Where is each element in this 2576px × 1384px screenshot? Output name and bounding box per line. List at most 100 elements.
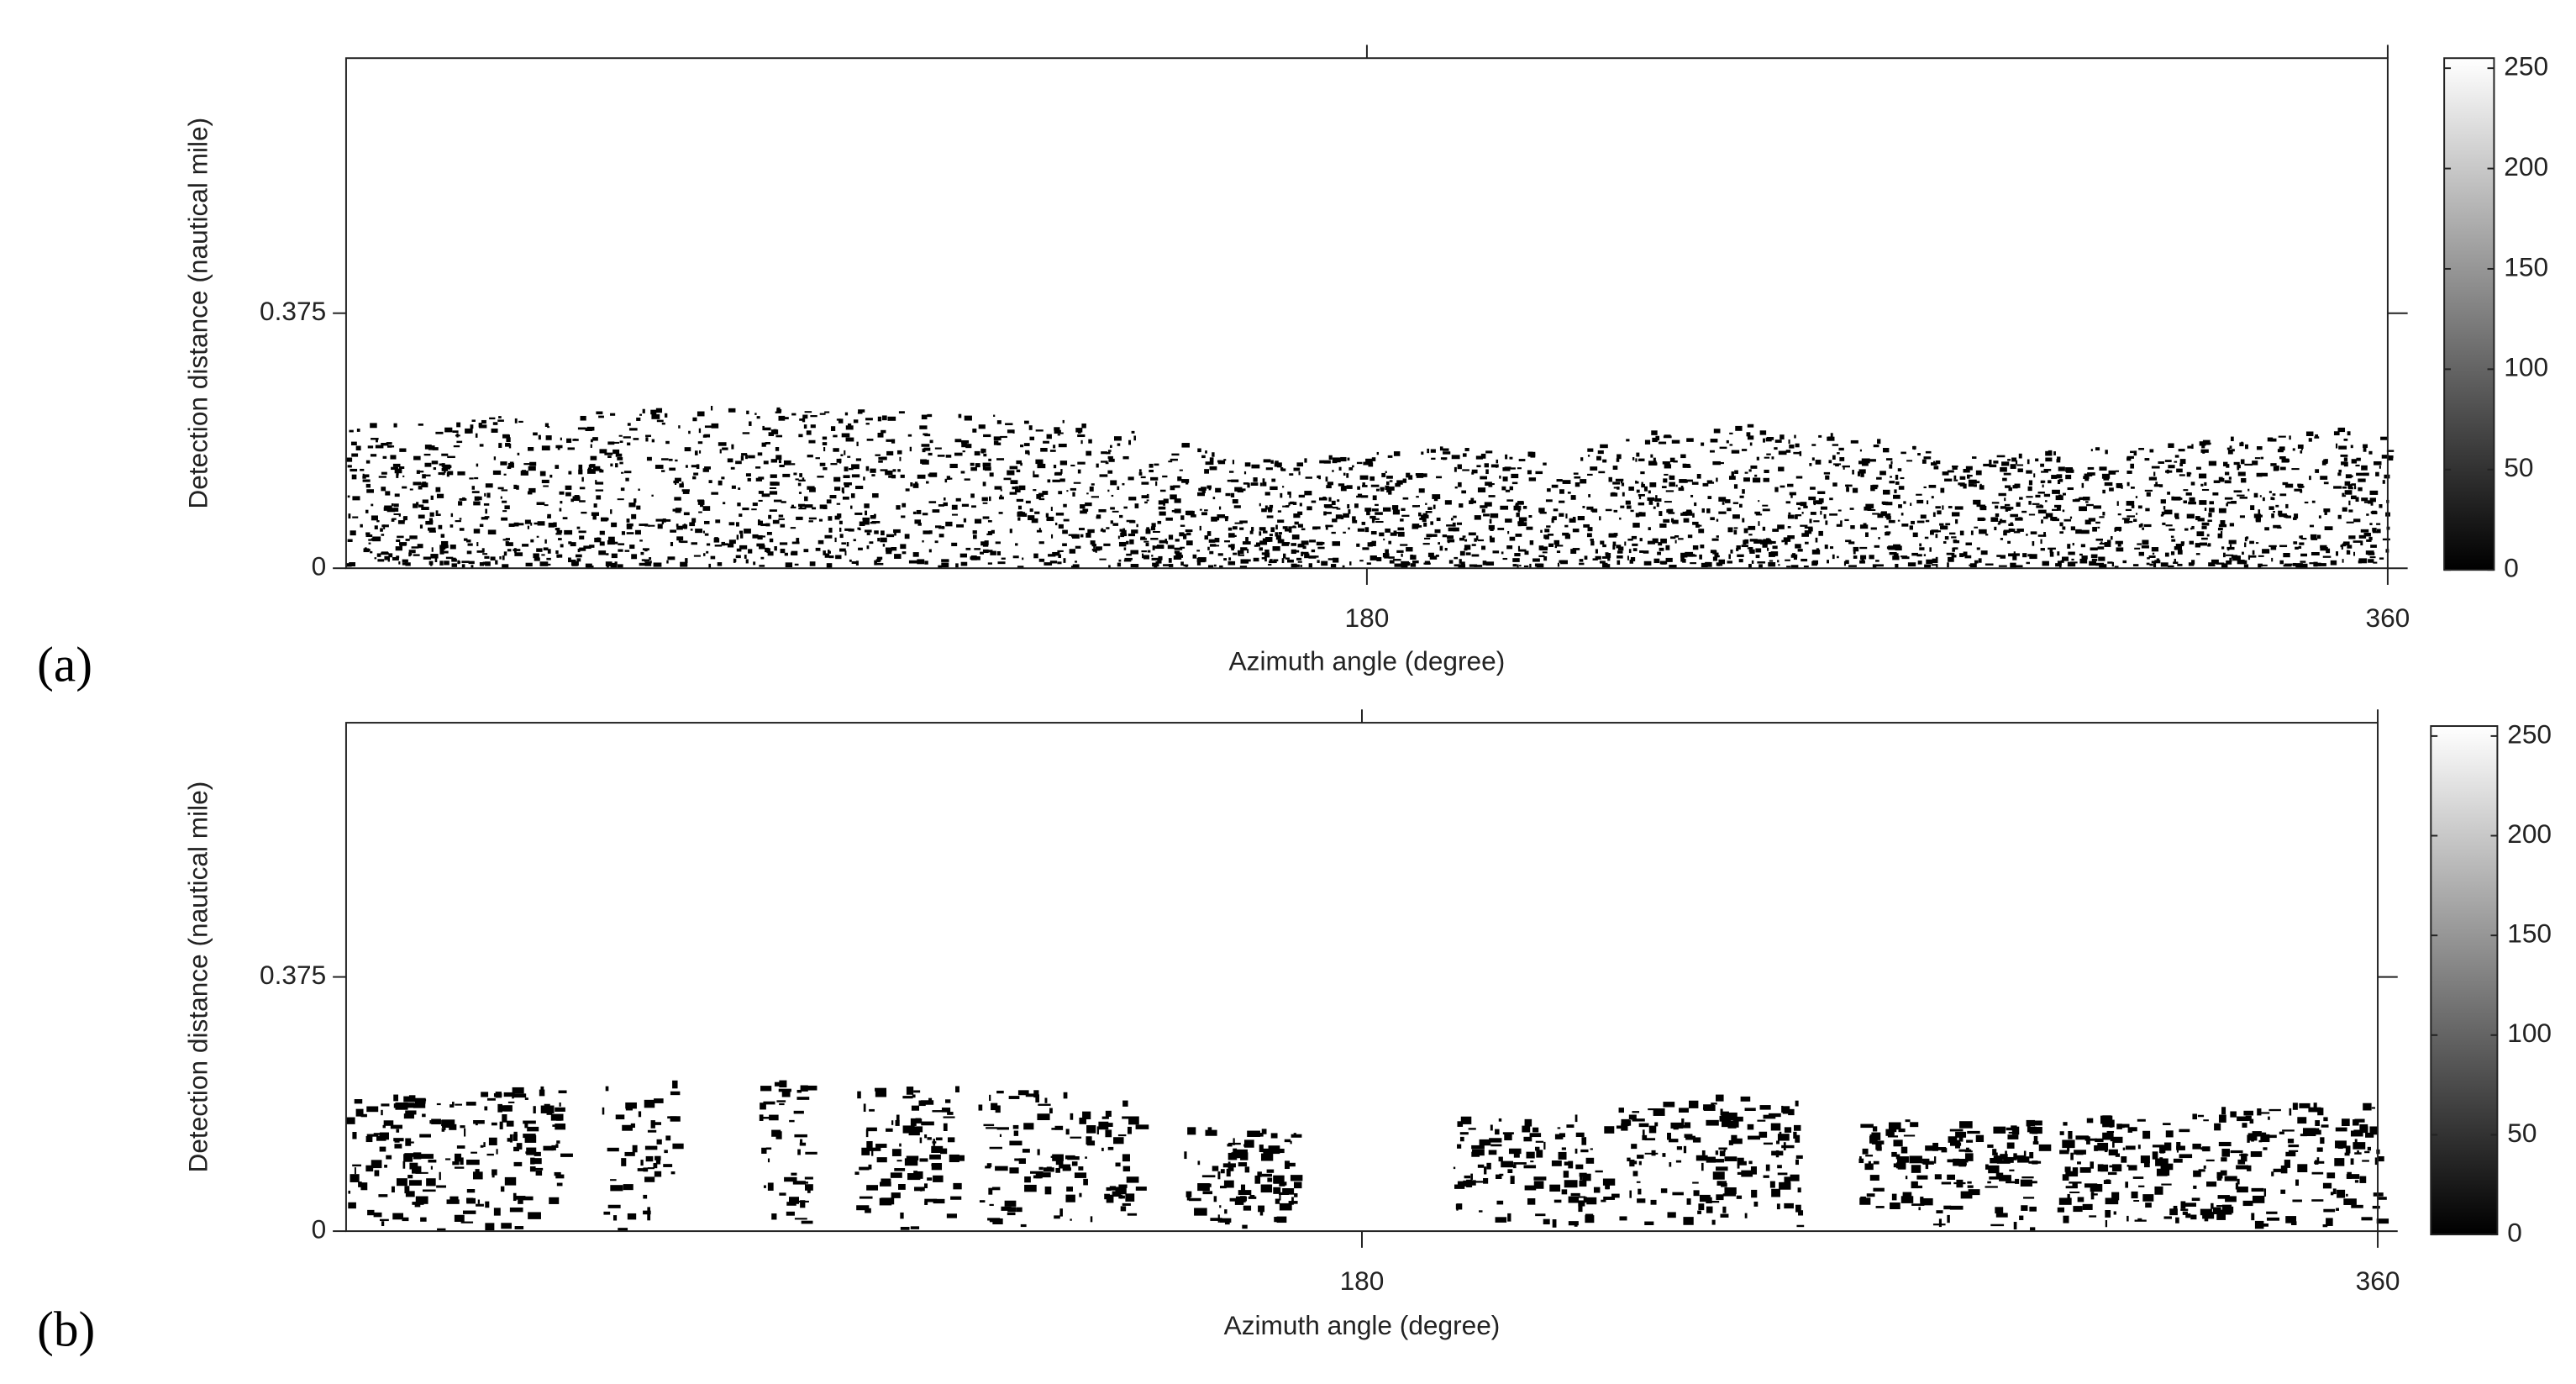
echo-pixel: [495, 1092, 502, 1098]
echo-pixel: [1163, 564, 1170, 566]
echo-pixel: [2279, 560, 2284, 565]
echo-pixel: [484, 555, 490, 559]
echo-pixel: [665, 1135, 671, 1141]
echo-pixel: [513, 522, 519, 527]
echo-pixel: [1291, 1134, 1302, 1138]
echo-pixel: [1070, 566, 1077, 569]
echo-pixel: [881, 429, 886, 434]
echo-pixel: [870, 468, 876, 473]
echo-pixel: [1030, 1171, 1044, 1174]
echo-pixel: [794, 563, 799, 566]
echo-pixel: [2376, 529, 2381, 534]
echo-pixel: [1590, 1148, 1593, 1150]
echo-pixel: [540, 1105, 555, 1113]
echo-pixel: [755, 466, 761, 469]
echo-pixel: [1795, 513, 1802, 517]
echo-pixel: [1459, 559, 1462, 564]
echo-pixel: [844, 550, 847, 556]
echo-pixel: [1743, 528, 1748, 534]
echo-pixel: [999, 1134, 1001, 1137]
echo-pixel: [1620, 480, 1623, 484]
echo-pixel: [1330, 564, 1337, 568]
echo-pixel: [1793, 1131, 1797, 1139]
echo-pixel: [1349, 561, 1352, 566]
echo-pixel: [2017, 1156, 2030, 1163]
echo-pixel: [1536, 563, 1544, 568]
echo-pixel: [2093, 505, 2101, 509]
echo-pixel: [923, 530, 931, 534]
echo-pixel: [1284, 1139, 1291, 1143]
echo-pixel: [1673, 1126, 1679, 1130]
echo-pixel: [779, 1102, 785, 1106]
echo-pixel: [1510, 1176, 1515, 1184]
echo-pixel: [2130, 487, 2135, 489]
echo-pixel: [824, 411, 830, 413]
echo-pixel: [547, 516, 551, 518]
echo-pixel: [1012, 1124, 1019, 1129]
echo-pixel: [1288, 1201, 1298, 1204]
echo-pixel: [1149, 470, 1154, 473]
echo-pixel: [2114, 566, 2119, 568]
echo-pixel: [1663, 478, 1668, 483]
echo-pixel: [1900, 451, 1906, 455]
echo-pixel: [623, 471, 632, 474]
echo-pixel: [974, 518, 982, 524]
echo-pixel: [1232, 460, 1235, 465]
echo-pixel: [675, 477, 681, 482]
echo-pixel: [2278, 510, 2283, 516]
echo-pixel: [2170, 535, 2174, 538]
echo-pixel: [1199, 508, 1202, 511]
echo-pixel: [1396, 550, 1404, 553]
echo-pixel: [499, 1121, 503, 1129]
echo-pixel: [1842, 465, 1850, 468]
echo-pixel: [381, 471, 387, 475]
echo-pixel: [1781, 1105, 1784, 1113]
echo-pixel: [1073, 482, 1081, 484]
echo-pixel: [1875, 1206, 1885, 1208]
echo-pixel: [1967, 1130, 1980, 1134]
x-axis-label: Azimuth angle (degree): [1224, 1310, 1501, 1340]
echo-pixel: [1352, 519, 1358, 524]
echo-pixel: [1755, 513, 1763, 516]
echo-pixel: [733, 558, 736, 563]
echo-pixel: [993, 436, 1001, 441]
echo-pixel: [794, 1218, 807, 1220]
echo-pixel: [1369, 515, 1376, 519]
echo-pixel: [2315, 469, 2320, 473]
echo-pixel: [386, 442, 392, 445]
echo-pixel: [1361, 521, 1366, 525]
echo-pixel: [899, 1143, 902, 1147]
echo-pixel: [1239, 520, 1248, 524]
echo-pixel: [2008, 487, 2012, 492]
echo-pixel: [2251, 1187, 2264, 1192]
echo-pixel: [791, 413, 796, 416]
echo-pixel: [2249, 540, 2254, 545]
echo-pixel: [598, 550, 607, 555]
echo-pixel: [528, 466, 536, 471]
echo-pixel: [2333, 486, 2342, 489]
echo-pixel: [1228, 560, 1236, 566]
echo-pixel: [1546, 525, 1551, 528]
echo-pixel: [456, 422, 461, 428]
echo-pixel: [1511, 482, 1518, 485]
echo-pixel: [2295, 546, 2299, 550]
echo-pixel: [2028, 501, 2032, 505]
echo-pixel: [1476, 465, 1481, 468]
echo-pixel: [823, 447, 826, 452]
echo-pixel: [2348, 500, 2351, 506]
echo-pixel: [1117, 535, 1120, 539]
echo-pixel: [2141, 545, 2149, 549]
echo-pixel: [1293, 1133, 1296, 1137]
echo-pixel: [439, 463, 444, 466]
echo-pixel: [1501, 486, 1506, 491]
echo-pixel: [1850, 439, 1858, 444]
echo-pixel: [1925, 1145, 1935, 1151]
echo-pixel: [352, 496, 360, 501]
echo-pixel: [1423, 562, 1431, 565]
echo-pixel: [1659, 560, 1668, 565]
echo-pixel: [2337, 514, 2342, 519]
echo-pixel: [471, 491, 480, 493]
echo-pixel: [1044, 562, 1053, 566]
echo-pixel: [2355, 497, 2359, 503]
echo-pixel: [522, 544, 529, 547]
